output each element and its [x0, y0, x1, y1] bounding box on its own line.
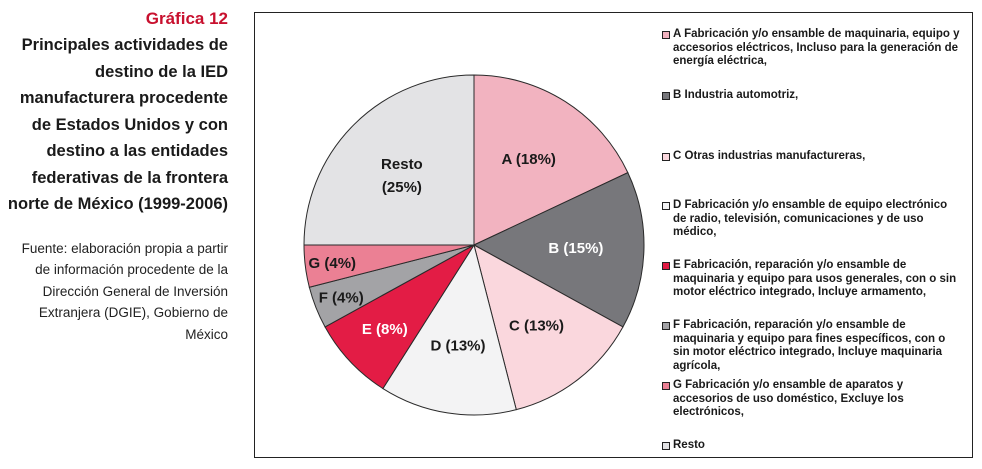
- legend-item-e: E Fabricación, reparación y/o ensamble d…: [662, 259, 962, 300]
- legend-label-b: B Industria automotriz,: [673, 89, 799, 101]
- legend-label-f: F Fabricación, reparación y/o ensamble d…: [673, 319, 946, 372]
- legend-item-g: G Fabricación y/o ensamble de aparatos y…: [662, 379, 962, 420]
- pie-label-resto: Resto (25%): [381, 156, 423, 196]
- legend-item-resto: Resto: [662, 439, 962, 453]
- pie-label-b: B (15%): [548, 240, 603, 257]
- legend-label-e: E Fabricación, reparación y/o ensamble d…: [673, 259, 957, 298]
- legend-label-c: C Otras industrias manufactureras,: [673, 150, 866, 162]
- legend-item-c: C Otras industrias manufactureras,: [662, 150, 962, 164]
- legend-swatch-c: [662, 153, 670, 161]
- legend-swatch-g: [662, 382, 670, 390]
- pie-label-f: F (4%): [319, 290, 364, 307]
- figure-number: Gráfica 12: [145, 9, 228, 28]
- legend-label-d: D Fabricación y/o ensamble de equipo ele…: [673, 199, 948, 238]
- legend-swatch-f: [662, 322, 670, 330]
- legend-item-a: A Fabricación y/o ensamble de maquinaria…: [662, 28, 962, 69]
- legend-item-d: D Fabricación y/o ensamble de equipo ele…: [662, 199, 962, 240]
- pie-label-g: G (4%): [309, 255, 357, 272]
- legend-label-a: A Fabricación y/o ensamble de maquinaria…: [673, 28, 960, 67]
- legend-swatch-a: [662, 31, 670, 39]
- figure-source: Fuente: elaboración propia a partir de i…: [21, 240, 228, 342]
- pie-slice-a: [473, 74, 629, 246]
- pie-slice-b: [472, 171, 645, 328]
- chart-frame: [254, 12, 973, 458]
- pie-label-d: D (13%): [430, 338, 485, 355]
- legend-item-f: F Fabricación, reparación y/o ensamble d…: [662, 319, 962, 373]
- legend-label-g: G Fabricación y/o ensamble de aparatos y…: [673, 379, 904, 418]
- pie-label-a: A (18%): [501, 151, 555, 168]
- figure-title: Principales actividades de destino de la…: [7, 36, 228, 213]
- pie-label-e: E (8%): [362, 321, 408, 338]
- legend-swatch-e: [662, 262, 670, 270]
- pie-slice-resto: [303, 74, 475, 246]
- pie-slice-d: [382, 243, 517, 416]
- pie-label-c: C (13%): [509, 318, 564, 335]
- legend-item-b: B Industria automotriz,: [662, 89, 962, 103]
- legend-label-resto: Resto: [673, 439, 705, 451]
- legend-swatch-resto: [662, 442, 670, 450]
- legend-swatch-b: [662, 92, 670, 100]
- legend-swatch-d: [662, 202, 670, 210]
- figure-caption: Gráfica 12 Principales actividades de de…: [4, 8, 228, 345]
- pie-slice-c: [473, 244, 624, 411]
